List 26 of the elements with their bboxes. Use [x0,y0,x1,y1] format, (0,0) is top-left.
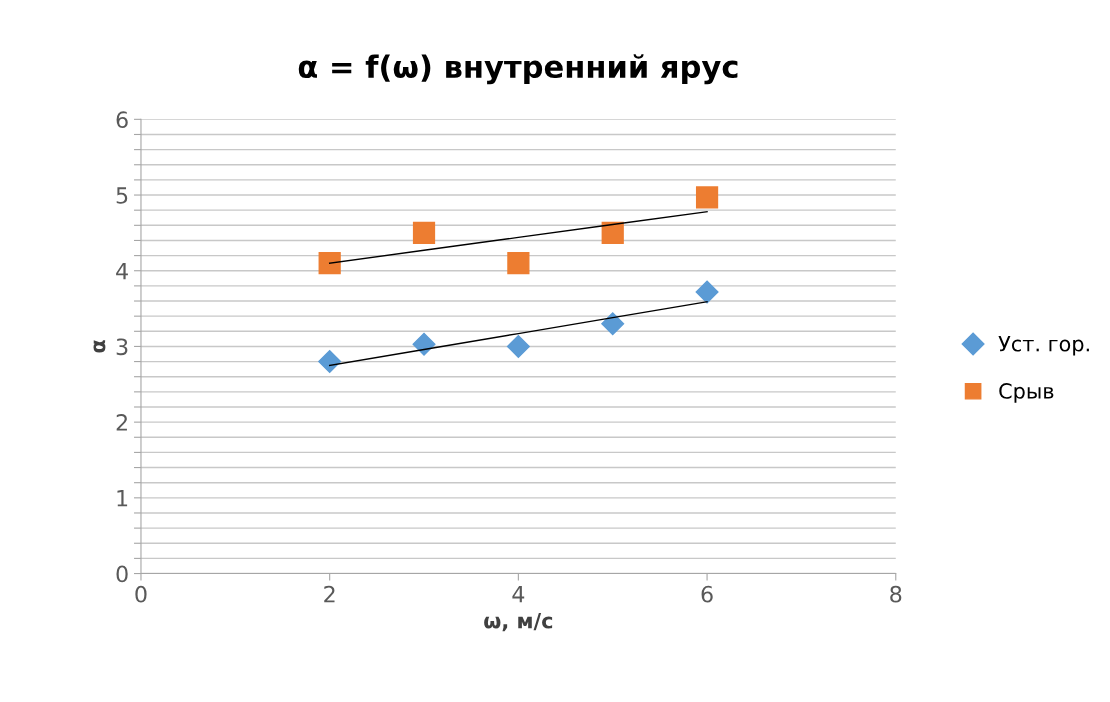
point [318,350,342,374]
y-tick-label: 4 [116,262,128,280]
legend-label: Срыв [999,383,1054,403]
point [601,221,624,245]
x-tick-label: 8 [890,585,902,603]
y-tick-label: 2 [116,414,127,431]
x-tick-label: 2 [324,585,335,603]
y-tick-label: 5 [116,187,128,204]
x-tick-label: 0 [135,585,147,603]
point [695,280,719,304]
point [506,334,530,358]
point [412,221,436,245]
x-tick-label: 6 [701,585,713,603]
y-tick-label: 0 [116,565,128,583]
x-tick-label: 4 [512,586,525,603]
chart-title: α = f(ω) внутренний ярус [298,54,738,85]
y-axis-title: α [93,340,106,353]
y-tick-label: 3 [116,338,128,356]
y-tick-label: 6 [116,111,128,129]
point [695,186,719,209]
x-axis-title: ω, м/с [484,613,553,632]
legend-label: Уст. гор. [998,336,1089,356]
point [601,312,625,336]
point [507,252,530,275]
point [318,252,341,275]
y-tick-label: 1 [117,490,128,507]
